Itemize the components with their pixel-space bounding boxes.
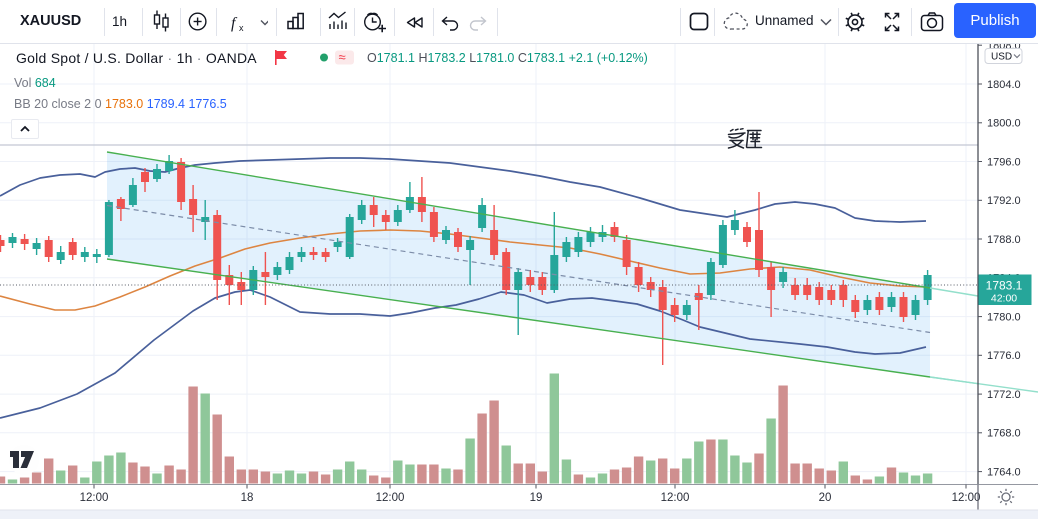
svg-text:18: 18 bbox=[241, 492, 254, 504]
svg-text:1780.0: 1780.0 bbox=[987, 311, 1021, 323]
svg-text:19: 19 bbox=[530, 492, 543, 504]
svg-text:12:00: 12:00 bbox=[661, 492, 690, 504]
svg-text:1783.1: 1783.1 bbox=[986, 279, 1023, 293]
svg-text:1792.0: 1792.0 bbox=[987, 195, 1021, 207]
svg-text:1772.0: 1772.0 bbox=[987, 389, 1021, 401]
svg-text:USD: USD bbox=[991, 52, 1012, 63]
svg-text:12:00: 12:00 bbox=[80, 492, 109, 504]
svg-text:1804.0: 1804.0 bbox=[987, 79, 1021, 91]
svg-text:f: f bbox=[231, 15, 238, 32]
svg-text:x: x bbox=[239, 23, 244, 33]
svg-text:1768.0: 1768.0 bbox=[987, 428, 1021, 440]
svg-text:12:00: 12:00 bbox=[952, 492, 981, 504]
svg-text:1800.0: 1800.0 bbox=[987, 118, 1021, 130]
svg-text:1788.0: 1788.0 bbox=[987, 234, 1021, 246]
svg-text:≈: ≈ bbox=[339, 50, 346, 65]
svg-text:42:00: 42:00 bbox=[991, 293, 1017, 305]
svg-text:1796.0: 1796.0 bbox=[987, 156, 1021, 168]
svg-text:12:00: 12:00 bbox=[376, 492, 405, 504]
svg-text:1776.0: 1776.0 bbox=[987, 350, 1021, 362]
svg-text:1764.0: 1764.0 bbox=[987, 466, 1021, 478]
svg-text:20: 20 bbox=[819, 492, 832, 504]
